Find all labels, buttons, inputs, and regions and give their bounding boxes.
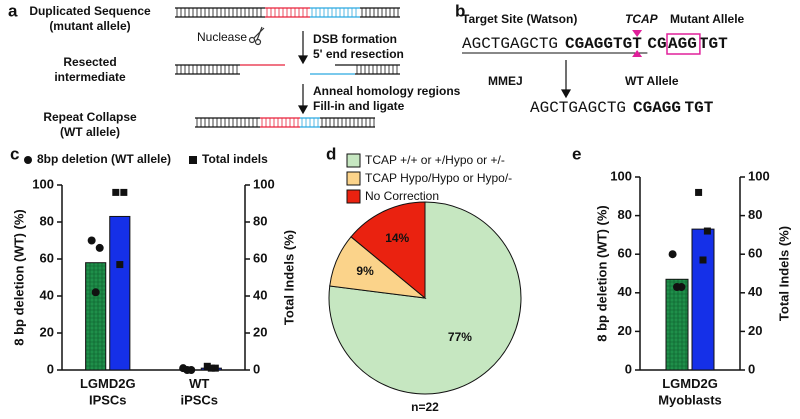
data-point [207, 364, 215, 372]
pie-slice [350, 201, 426, 300]
slice-label: 14% [385, 231, 409, 245]
step-label: Duplicated Sequence (mutant allele) [29, 4, 151, 33]
y-tick-label: 0 [47, 361, 54, 376]
arrow-label: DSB formation 5' end resection [313, 32, 404, 61]
panel-label: d [326, 144, 336, 163]
legend-label: No Correction [365, 189, 439, 203]
slice-label: 9% [356, 264, 374, 278]
y2-tick-label: 80 [748, 207, 762, 222]
legend-label: TCAP +/+ or +/Hypo or +/- [365, 153, 505, 167]
y2-tick-label: 20 [253, 324, 267, 339]
bar [691, 228, 715, 371]
y2-tick-label: 60 [253, 250, 267, 265]
y2-tick-label: 0 [748, 361, 755, 376]
data-point [699, 256, 707, 264]
data-point [211, 364, 219, 372]
y-axis-label: 8 bp deletion (WT) (%) [594, 205, 609, 341]
y2-tick-label: 80 [253, 213, 267, 228]
y2-tick-label: 100 [253, 176, 275, 191]
data-point [116, 261, 124, 269]
pam-box [666, 33, 701, 55]
panel-label: b [455, 1, 465, 20]
y-tick-label: 20 [40, 324, 54, 339]
y-tick-label: 40 [618, 284, 632, 299]
y-axis-label: 8 bp deletion (WT) (%) [11, 209, 26, 345]
slice-label: 77% [448, 330, 472, 344]
legend-label: TCAP Hypo/Hypo or Hypo/- [365, 171, 512, 185]
sequence-segment: CGAGGTGT [565, 35, 642, 53]
legend-marker [189, 156, 197, 164]
y-tick-label: 20 [618, 323, 632, 338]
data-point [120, 188, 128, 196]
wt-label: WT Allele [625, 74, 679, 88]
y2-tick-label: 100 [748, 168, 770, 183]
legend-label: Total indels [202, 152, 268, 166]
legend-marker [24, 156, 32, 164]
y-tick-label: 80 [618, 207, 632, 222]
panel-label: a [8, 1, 18, 20]
sequence-segment: AGG [668, 35, 697, 53]
mutant-label: Mutant Allele [670, 12, 745, 26]
data-point [183, 366, 192, 374]
legend-label: 8bp deletion (WT allele) [37, 152, 171, 166]
legend-swatch [346, 189, 361, 204]
y2-tick-label: 0 [253, 361, 260, 376]
y-tick-label: 60 [40, 250, 54, 265]
y2-tick-label: 60 [748, 246, 762, 261]
y-tick-label: 80 [40, 213, 54, 228]
sequence-segment: TGT [699, 35, 728, 53]
y-tick-label: 0 [625, 361, 632, 376]
data-point [673, 283, 681, 292]
y-tick-label: 100 [610, 168, 632, 183]
y-tick-label: 60 [618, 246, 632, 261]
cut-marker [632, 30, 643, 57]
x-tick-label: WT iPSCs [180, 376, 218, 407]
nuclease-label: Nuclease [197, 30, 247, 44]
data-point [95, 243, 104, 252]
target-title: Target Site (Watson) [462, 12, 577, 26]
data-point [112, 188, 120, 196]
data-point [703, 227, 711, 235]
sequence-segment: TGT [685, 99, 714, 117]
sequence-segment: AGCTGAGCTG [462, 35, 558, 53]
step-label: Repeat Collapse (WT allele) [43, 110, 137, 139]
panel-label: c [10, 144, 19, 163]
scissors [248, 26, 265, 46]
data-point [87, 236, 96, 245]
data-point [91, 288, 100, 297]
bar [109, 215, 131, 371]
gene-label: TCAP [625, 12, 659, 26]
arrow [560, 60, 572, 99]
sequence-segment: AGCTGAGCTG [530, 99, 626, 117]
y2-axis-label: Total Indels (%) [776, 226, 791, 321]
y2-tick-label: 40 [748, 284, 762, 299]
y2-axis-label: Total Indels (%) [281, 230, 296, 325]
x-tick-label: LGMD2G Myoblasts [658, 376, 722, 407]
caption: n=22 [411, 400, 439, 414]
legend-swatch [346, 153, 361, 168]
x-tick-label: LGMD2G IPSCs [80, 376, 136, 407]
data-point [203, 362, 211, 370]
y2-tick-label: 40 [253, 287, 267, 302]
arrows [297, 31, 309, 115]
y2-tick-label: 20 [748, 323, 762, 338]
sequence-segment: CGAGG [633, 99, 681, 117]
panel-label: e [572, 144, 581, 163]
bar [665, 278, 689, 371]
sequence-segment: CG [647, 35, 666, 53]
arrow-label: Anneal homology regions Fill-in and ligat… [313, 84, 461, 113]
data-point [695, 188, 703, 196]
method-label: MMEJ [488, 74, 523, 88]
bar [85, 262, 107, 371]
data-point [668, 250, 677, 259]
legend-swatch [346, 171, 361, 186]
y-tick-label: 100 [32, 176, 54, 191]
step-label: Resected intermediate [54, 55, 126, 84]
y-tick-label: 40 [40, 287, 54, 302]
